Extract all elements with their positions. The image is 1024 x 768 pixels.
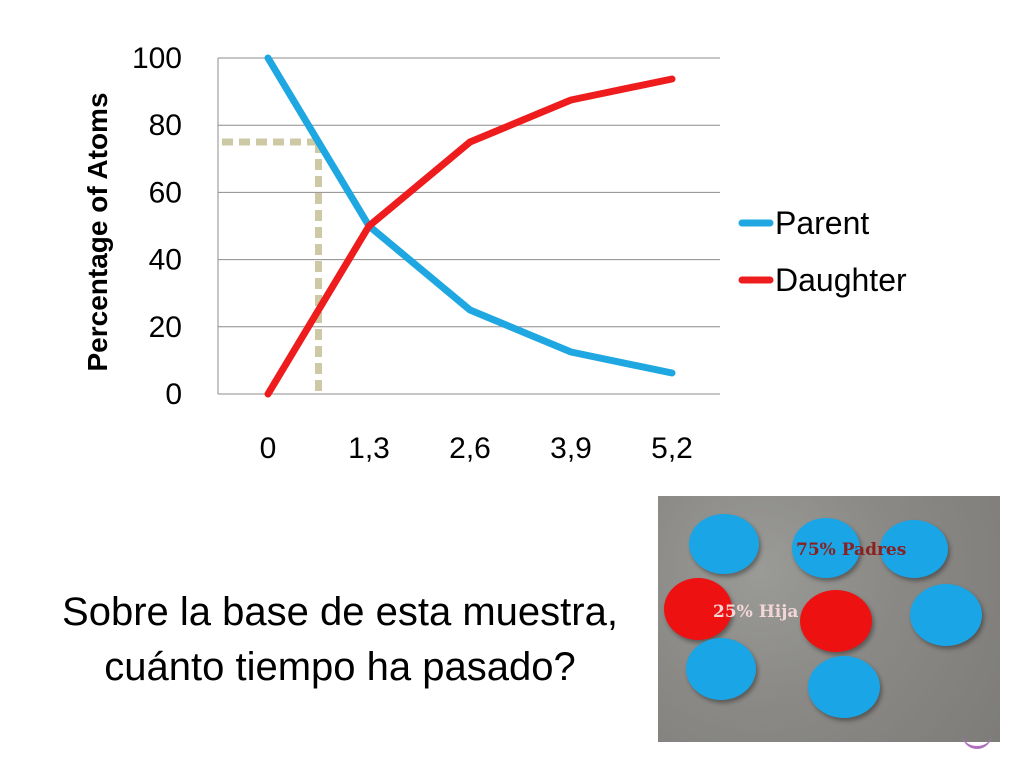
x-tick-label: 3,9 bbox=[550, 432, 592, 465]
y-tick-label: 60 bbox=[149, 176, 182, 209]
half-life-chart: 0 20 40 60 80 100 0 1,3 2,6 3,9 5,2 Percentage of… bbox=[82, 42, 907, 465]
dotted-guide-lines bbox=[222, 138, 322, 394]
y-tick-label: 0 bbox=[165, 378, 182, 411]
series-line-parent bbox=[264, 54, 676, 377]
sample-photo: 75% Padres 25% Hija bbox=[658, 496, 1000, 742]
x-tick-label: 5,2 bbox=[651, 432, 693, 465]
x-tick-label: 2,6 bbox=[449, 432, 491, 465]
y-tick-label: 100 bbox=[132, 42, 182, 75]
legend: Parent Daughter bbox=[738, 205, 907, 298]
legend-label-parent: Parent bbox=[775, 205, 869, 241]
y-axis-label: Percentage of Atoms bbox=[82, 92, 113, 371]
x-tick-label: 0 bbox=[260, 432, 277, 465]
parent-disc bbox=[689, 514, 759, 574]
legend-label-daughter: Daughter bbox=[775, 262, 907, 298]
series-line-daughter bbox=[264, 75, 676, 398]
x-tick-label: 1,3 bbox=[348, 432, 390, 465]
y-tick-label: 20 bbox=[149, 311, 182, 344]
daughter-percentage-label: 25% Hija bbox=[713, 602, 799, 622]
y-axis-ticks: 0 20 40 60 80 100 bbox=[132, 42, 182, 411]
parent-percentage-label: 75% Padres bbox=[796, 540, 907, 560]
parent-disc bbox=[686, 638, 756, 700]
y-tick-label: 40 bbox=[149, 244, 182, 277]
series-lines bbox=[264, 54, 676, 398]
daughter-disc bbox=[664, 578, 732, 640]
corner-mark bbox=[962, 732, 992, 749]
x-axis-ticks: 0 1,3 2,6 3,9 5,2 bbox=[260, 432, 693, 465]
y-tick-label: 80 bbox=[149, 109, 182, 142]
daughter-disc bbox=[800, 590, 872, 652]
parent-disc bbox=[910, 584, 982, 646]
parent-disc bbox=[880, 520, 948, 578]
parent-disc bbox=[808, 656, 880, 718]
question-text: Sobre la base de esta muestra, cuánto ti… bbox=[62, 590, 618, 689]
gridlines bbox=[217, 57, 720, 395]
parent-disc bbox=[792, 518, 860, 578]
